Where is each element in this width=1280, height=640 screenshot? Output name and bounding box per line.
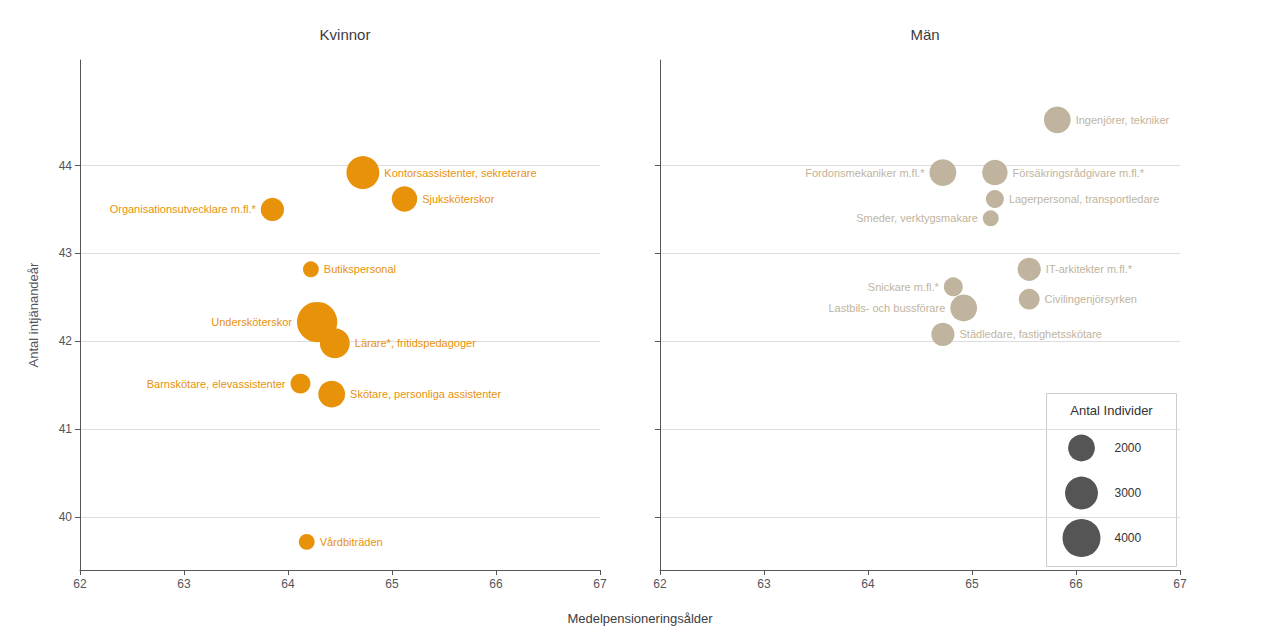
svg-text:Försäkringsrådgivare m.fl.*: Försäkringsrådgivare m.fl.* <box>1013 167 1145 179</box>
svg-text:Sjuksköterskor: Sjuksköterskor <box>422 193 494 205</box>
svg-text:Städledare, fastighetsskötare: Städledare, fastighetsskötare <box>959 328 1101 340</box>
svg-text:Vårdbiträden: Vårdbiträden <box>320 536 383 548</box>
svg-text:43: 43 <box>59 246 73 260</box>
svg-text:64: 64 <box>281 577 295 591</box>
svg-text:66: 66 <box>1069 577 1083 591</box>
svg-text:Antal intjänandeår: Antal intjänandeår <box>26 262 41 367</box>
svg-text:Organisationsutvecklare m.fl.*: Organisationsutvecklare m.fl.* <box>110 203 257 215</box>
svg-text:Civilingenjörsyrken: Civilingenjörsyrken <box>1045 293 1137 305</box>
svg-text:63: 63 <box>177 577 191 591</box>
svg-text:44: 44 <box>59 159 73 173</box>
svg-text:42: 42 <box>59 334 73 348</box>
svg-text:Barnskötare, elevassistenter: Barnskötare, elevassistenter <box>147 378 286 390</box>
svg-text:4000: 4000 <box>1115 531 1142 545</box>
svg-text:67: 67 <box>593 577 607 591</box>
svg-text:Kontorsassistenter, sekreterar: Kontorsassistenter, sekreterare <box>384 167 536 179</box>
svg-text:Smeder, verktygsmakare: Smeder, verktygsmakare <box>856 212 978 224</box>
svg-text:3000: 3000 <box>1115 486 1142 500</box>
svg-text:62: 62 <box>73 577 87 591</box>
svg-text:Fordonsmekaniker m.fl.*: Fordonsmekaniker m.fl.* <box>805 167 925 179</box>
svg-text:67: 67 <box>1173 577 1187 591</box>
svg-text:Antal Individer: Antal Individer <box>1070 403 1153 418</box>
svg-text:Skötare, personliga assistente: Skötare, personliga assistenter <box>350 388 501 400</box>
svg-text:Ingenjörer, tekniker: Ingenjörer, tekniker <box>1076 114 1170 126</box>
svg-text:Butikspersonal: Butikspersonal <box>324 263 396 275</box>
svg-text:Snickare m.fl.*: Snickare m.fl.* <box>868 281 940 293</box>
svg-text:64: 64 <box>861 577 875 591</box>
svg-text:Kvinnor: Kvinnor <box>320 26 371 43</box>
svg-text:Lagerpersonal, transportledare: Lagerpersonal, transportledare <box>1009 193 1159 205</box>
svg-text:IT-arkitekter m.fl.*: IT-arkitekter m.fl.* <box>1046 263 1133 275</box>
svg-text:Män: Män <box>910 26 939 43</box>
svg-text:63: 63 <box>757 577 771 591</box>
svg-text:Undersköterskor: Undersköterskor <box>211 316 292 328</box>
svg-text:Lärare*, fritidspedagoger: Lärare*, fritidspedagoger <box>355 337 476 349</box>
svg-text:65: 65 <box>965 577 979 591</box>
svg-text:Medelpensioneringsålder: Medelpensioneringsålder <box>567 611 713 626</box>
svg-text:41: 41 <box>59 422 73 436</box>
svg-text:66: 66 <box>489 577 503 591</box>
svg-text:62: 62 <box>653 577 667 591</box>
svg-text:Lastbils- och bussförare: Lastbils- och bussförare <box>828 302 945 314</box>
svg-text:2000: 2000 <box>1115 441 1142 455</box>
svg-text:40: 40 <box>59 510 73 524</box>
svg-text:65: 65 <box>385 577 399 591</box>
